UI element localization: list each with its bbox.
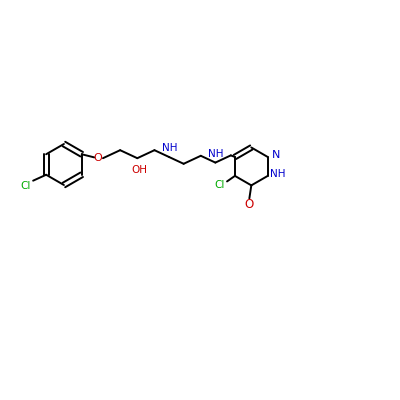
Text: O: O: [94, 153, 103, 163]
Text: OH: OH: [131, 165, 147, 175]
Text: Cl: Cl: [20, 181, 31, 191]
Text: NH: NH: [208, 149, 224, 159]
Text: NH: NH: [270, 169, 285, 179]
Text: N: N: [272, 150, 280, 160]
Text: NH: NH: [162, 143, 177, 153]
Text: Cl: Cl: [214, 180, 224, 190]
Text: O: O: [245, 198, 254, 211]
